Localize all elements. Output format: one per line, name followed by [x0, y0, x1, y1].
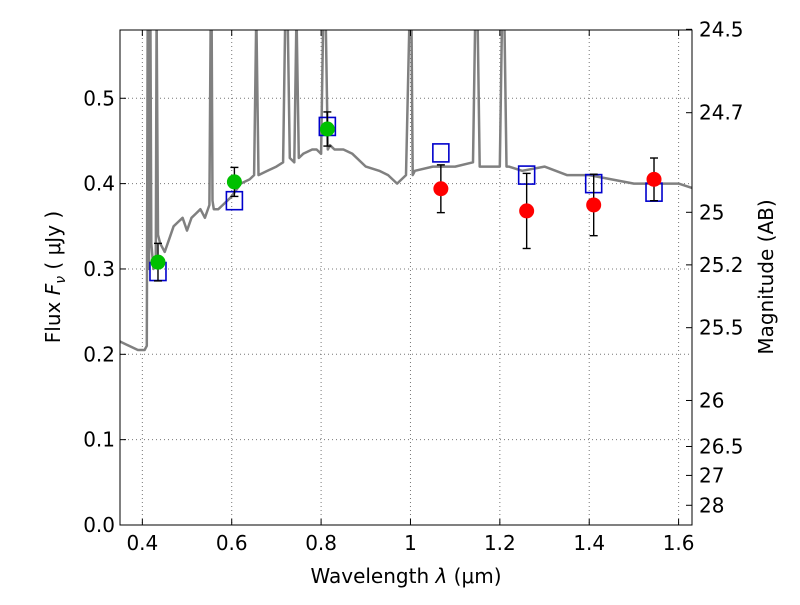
y-tick-label: 0.2: [83, 342, 115, 366]
x-tick-label: 1.4: [573, 531, 605, 555]
y2-tick-label: 24.5: [699, 17, 744, 41]
model-photometry-square: [432, 143, 450, 163]
x-tick-label: 1.6: [663, 531, 695, 555]
x-tick-label: 1: [404, 531, 417, 555]
observed-green-point: [319, 121, 335, 137]
y2-tick-label: 25.5: [699, 316, 744, 340]
y-axis-title: Flux Fν ( μJy ): [41, 211, 69, 343]
x-tick-label: 0.4: [126, 531, 158, 555]
observed-green-point: [226, 174, 242, 190]
sed-model-layer: [120, 30, 692, 352]
observed-red-point: [586, 197, 602, 213]
y-tick-label: 0.4: [83, 172, 115, 196]
y2-tick-label: 26.5: [699, 434, 744, 458]
observed-red-point: [433, 181, 449, 197]
y2-tick-label: 26: [699, 388, 724, 412]
y2-tick-label: 27: [699, 463, 724, 487]
sed-model-line: [120, 30, 692, 352]
plot-frame: [119, 29, 693, 526]
y2-tick-label: 24.7: [699, 101, 744, 125]
y2-tick-label: 25.2: [699, 253, 744, 277]
x-tick-label: 1.2: [484, 531, 516, 555]
grid-lines: [120, 30, 692, 526]
x-tick-label: 0.6: [216, 531, 248, 555]
y2-tick-label: 28: [699, 493, 724, 517]
observed-green-point: [150, 254, 166, 270]
y-tick-label: 0.1: [83, 428, 115, 452]
axis-ticks: 0.4 0.6 0.8 1 1.2 1.4 1.6 0.0 0.1 0.2 0.3 0.4 0.5 24.…: [83, 17, 743, 555]
x-tick-label: 0.8: [305, 531, 337, 555]
x-axis-title: Wavelength λ (μm): [310, 564, 501, 588]
y-tick-label: 0.0: [83, 513, 115, 537]
photometry-layer: [149, 111, 663, 282]
observed-red-point: [646, 171, 662, 187]
y2-tick-label: 25: [699, 200, 724, 224]
y2-axis-title: Magnitude (AB): [754, 199, 778, 354]
observed-red-point: [519, 203, 535, 219]
y-tick-label: 0.5: [83, 86, 115, 110]
y-tick-label: 0.3: [83, 257, 115, 281]
